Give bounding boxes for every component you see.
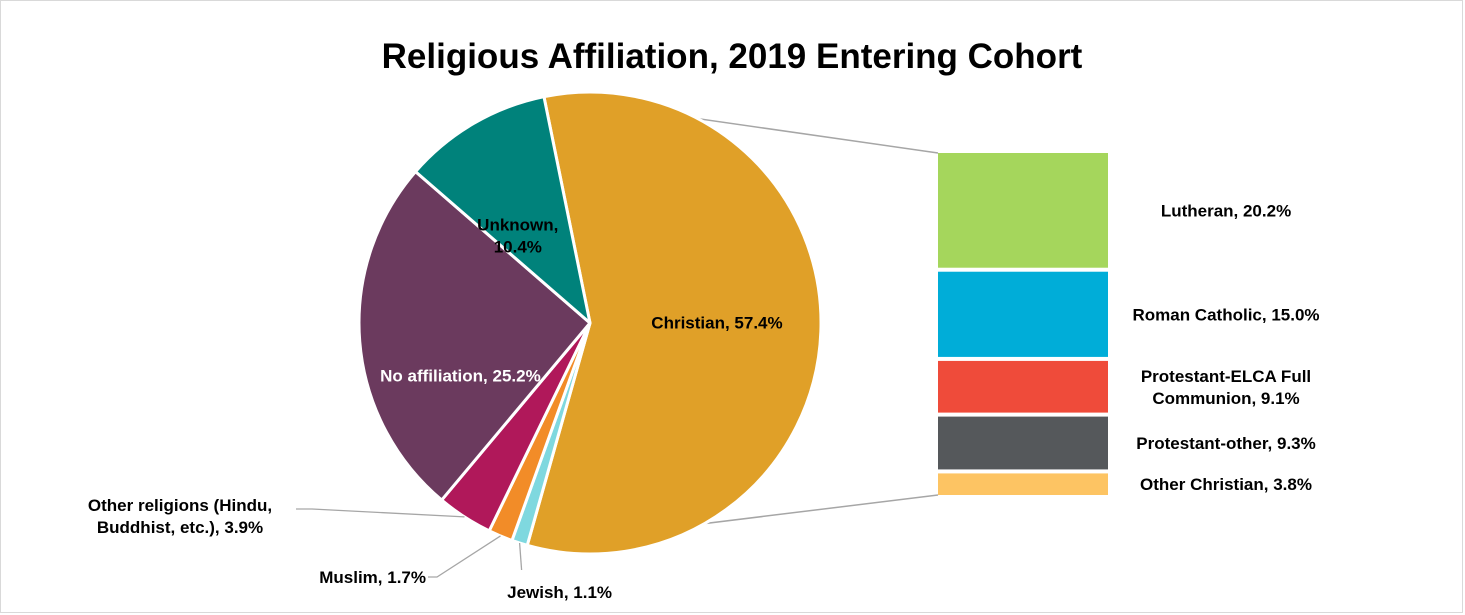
- leader-line-muslim: [428, 535, 501, 578]
- leader-line-other-religions-hindu-buddhist-etc: [296, 508, 465, 518]
- pie-slices: [357, 90, 823, 556]
- data-label-muslim: Muslim, 1.7%: [319, 568, 426, 587]
- data-label-other-religions-hindu-buddhist-etc: Other religions (Hindu, Buddhist, etc.), …: [88, 496, 272, 537]
- leader-lines: [296, 508, 523, 578]
- breakdown-bar: [938, 153, 1108, 495]
- data-label-no-affiliation: No affiliation, 25.2%: [380, 367, 541, 386]
- data-label-protestant-elca-full-communion: Protestant-ELCA Full Communion, 9.1%: [1141, 367, 1311, 408]
- data-label-lutheran: Lutheran, 20.2%: [1161, 201, 1291, 220]
- bar-segment-other-christian: [938, 473, 1108, 495]
- bar-segment-protestant-elca-full-communion: [938, 360, 1108, 413]
- leader-line-jewish: [518, 542, 523, 571]
- data-label-other-christian: Other Christian, 3.8%: [1140, 475, 1312, 494]
- data-label-protestant-other: Protestant-other, 9.3%: [1136, 434, 1316, 453]
- chart-title: Religious Affiliation, 2019 Entering Coh…: [382, 37, 1083, 76]
- bar-segment-roman-catholic: [938, 271, 1108, 357]
- data-label-christian: Christian, 57.4%: [651, 314, 782, 333]
- pie-slice-no-affiliation: [357, 170, 592, 502]
- data-label-roman-catholic: Roman Catholic, 15.0%: [1132, 305, 1319, 324]
- pie-slice-unknown: [414, 95, 592, 325]
- data-labels: Lutheran, 20.2% Roman Catholic, 15.0% Prot…: [88, 201, 1320, 602]
- bar-segment-protestant-other: [938, 416, 1108, 470]
- pie-slice-christian: [525, 90, 823, 556]
- data-label-unknown: Unknown, 10.4%: [477, 215, 558, 256]
- bar-segment-lutheran: [938, 153, 1108, 268]
- data-label-jewish: Jewish, 1.1%: [507, 583, 612, 602]
